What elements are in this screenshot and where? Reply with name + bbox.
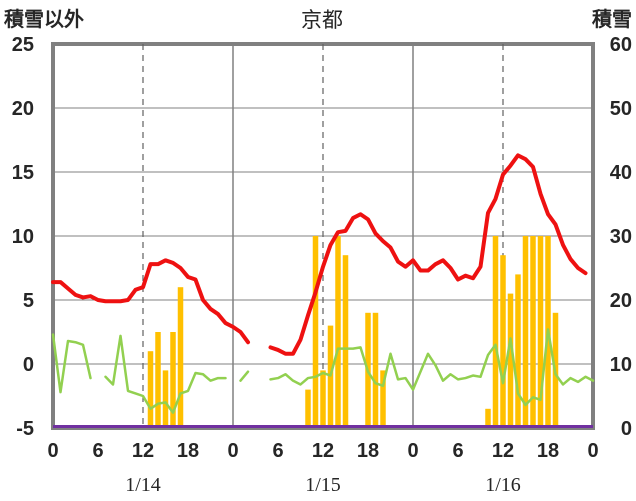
plot-area bbox=[51, 42, 595, 430]
right-axis-ticks: 0 10 20 30 40 50 60 bbox=[610, 34, 632, 440]
x-tick-label: 0 bbox=[47, 440, 58, 462]
snow-bar bbox=[312, 236, 319, 426]
x-tick-label: 18 bbox=[537, 440, 559, 462]
snow-bar bbox=[485, 408, 491, 426]
date-label: 1/15 bbox=[305, 474, 341, 496]
right-tick-label: 20 bbox=[610, 290, 632, 312]
red-series-line bbox=[51, 153, 588, 356]
x-axis-ticks: 0 6 12 18 0 6 12 18 0 6 12 18 0 bbox=[47, 440, 598, 462]
right-tick-label: 30 bbox=[610, 226, 632, 248]
right-tick-label: 60 bbox=[610, 34, 632, 56]
date-label: 1/14 bbox=[125, 474, 161, 496]
snow-bar bbox=[537, 236, 544, 426]
snow-bar bbox=[530, 236, 536, 426]
x-tick-label: 0 bbox=[587, 440, 598, 462]
snow-bar bbox=[320, 370, 326, 426]
left-tick-label: 25 bbox=[12, 34, 34, 56]
x-tick-label: 6 bbox=[92, 440, 103, 462]
right-tick-label: 50 bbox=[610, 98, 632, 120]
left-tick-label: -5 bbox=[16, 418, 34, 440]
snow-bar bbox=[522, 236, 529, 426]
series-lines bbox=[51, 153, 595, 414]
x-tick-label: 0 bbox=[227, 440, 238, 462]
snow-bar bbox=[335, 236, 341, 426]
x-tick-label: 18 bbox=[177, 440, 199, 462]
snow-bar bbox=[507, 293, 514, 426]
snow-bar bbox=[170, 332, 176, 426]
left-tick-label: 5 bbox=[23, 290, 34, 312]
date-label: 1/16 bbox=[485, 474, 521, 496]
left-tick-label: 10 bbox=[12, 226, 34, 248]
x-tick-label: 6 bbox=[272, 440, 283, 462]
right-tick-label: 10 bbox=[610, 354, 632, 376]
snow-bar bbox=[380, 370, 386, 426]
left-tick-label: 15 bbox=[12, 162, 34, 184]
x-tick-label: 18 bbox=[357, 440, 379, 462]
right-axis-label: 積雪 bbox=[592, 7, 632, 31]
snow-bar bbox=[155, 332, 161, 426]
right-tick-label: 40 bbox=[610, 162, 632, 184]
x-tick-label: 12 bbox=[312, 440, 334, 462]
left-tick-label: 0 bbox=[23, 354, 34, 376]
left-axis-label: 積雪以外 bbox=[4, 7, 84, 31]
x-tick-label: 6 bbox=[452, 440, 463, 462]
snow-bar bbox=[492, 236, 499, 426]
left-tick-label: 20 bbox=[12, 98, 34, 120]
snow-bar bbox=[372, 312, 379, 426]
snow-bar bbox=[342, 255, 349, 426]
snow-bar bbox=[177, 287, 184, 426]
left-axis-ticks: -5 0 5 10 15 20 25 bbox=[12, 34, 34, 440]
snow-bar bbox=[515, 274, 521, 426]
snow-bar bbox=[162, 370, 169, 426]
x-tick-label: 12 bbox=[492, 440, 514, 462]
x-tick-label: 0 bbox=[407, 440, 418, 462]
right-tick-label: 0 bbox=[621, 418, 632, 440]
chart-title: 京都 bbox=[301, 8, 343, 32]
green-series-line bbox=[51, 328, 595, 414]
x-tick-label: 12 bbox=[132, 440, 154, 462]
snow-bar bbox=[147, 351, 154, 426]
snow-bar bbox=[500, 255, 506, 426]
snow-bar bbox=[305, 389, 311, 426]
date-labels: 1/14 1/15 1/16 bbox=[125, 474, 521, 496]
